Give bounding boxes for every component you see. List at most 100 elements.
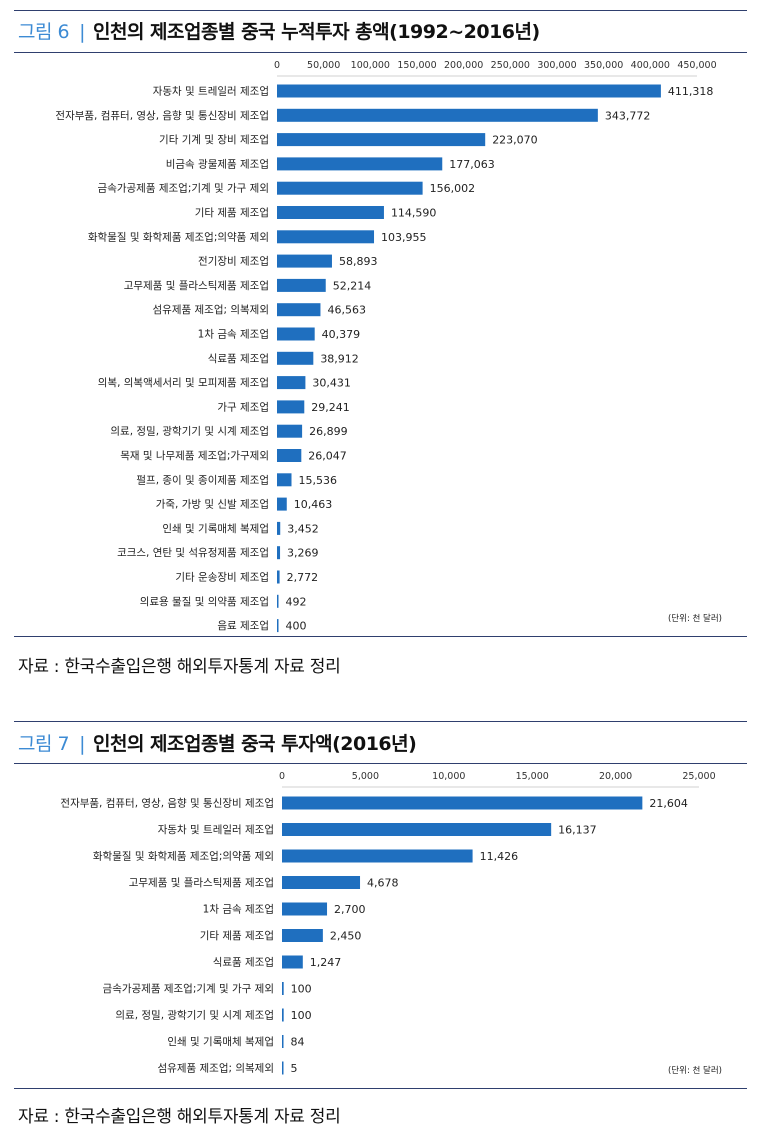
category-label: 기타 제품 제조업 bbox=[200, 929, 274, 942]
category-label: 가죽, 가방 및 신발 제조업 bbox=[156, 498, 269, 511]
value-label: 100 bbox=[291, 1009, 312, 1022]
value-label: 156,002 bbox=[430, 182, 476, 195]
bar bbox=[282, 1061, 284, 1075]
bar bbox=[277, 278, 326, 292]
bar bbox=[277, 206, 384, 219]
category-label: 의료, 정밀, 광학기기 및 시계 제조업 bbox=[110, 425, 269, 438]
category-label: 식료품 제조업 bbox=[208, 352, 269, 365]
bar bbox=[277, 521, 281, 535]
x-tick-label: 150,000 bbox=[397, 60, 436, 71]
category-label: 금속가공제품 제조업;기계 및 가구 제외 bbox=[103, 982, 274, 995]
category-label: 화학물질 및 화학제품 제조업;의약품 제외 bbox=[93, 850, 274, 863]
value-label: 3,269 bbox=[287, 547, 319, 560]
value-label: 11,426 bbox=[480, 850, 519, 863]
x-tick-label: 50,000 bbox=[307, 60, 340, 71]
x-tick-label: 15,000 bbox=[516, 771, 549, 782]
bar bbox=[277, 570, 280, 584]
bar bbox=[277, 619, 279, 633]
bar bbox=[282, 955, 303, 969]
value-label: 26,899 bbox=[309, 425, 348, 438]
category-label: 섬유제품 제조업; 의복제외 bbox=[153, 303, 269, 316]
bar bbox=[282, 796, 643, 810]
x-tick-label: 250,000 bbox=[491, 60, 530, 71]
value-label: 411,318 bbox=[668, 85, 714, 98]
bar bbox=[282, 876, 361, 889]
value-label: 400 bbox=[286, 620, 307, 633]
category-label: 전자부품, 컴퓨터, 영상, 음향 및 통신장비 제조업 bbox=[55, 109, 269, 122]
category-label: 인쇄 및 기록매체 복제업 bbox=[162, 522, 269, 535]
x-tick-label: 0 bbox=[279, 771, 285, 782]
category-label: 섬유제품 제조업; 의복제외 bbox=[158, 1062, 274, 1075]
category-label: 의복, 의복액세서리 및 모피제품 제조업 bbox=[98, 376, 269, 389]
bar bbox=[277, 497, 287, 511]
x-tick-label: 10,000 bbox=[432, 771, 465, 782]
category-label: 고무제품 및 플라스틱제품 제조업 bbox=[129, 876, 274, 889]
bar bbox=[277, 400, 305, 414]
value-label: 29,241 bbox=[311, 401, 350, 414]
bar bbox=[282, 1008, 284, 1022]
value-label: 2,450 bbox=[330, 930, 362, 943]
category-label: 기타 제품 제조업 bbox=[195, 206, 269, 219]
category-label: 가구 제조업 bbox=[217, 400, 269, 413]
category-label: 의료, 정밀, 광학기기 및 시계 제조업 bbox=[115, 1009, 274, 1022]
category-label: 자동차 및 트레일러 제조업 bbox=[153, 85, 269, 98]
category-label: 기타 운송장비 제조업 bbox=[175, 571, 269, 584]
x-tick-label: 200,000 bbox=[444, 60, 483, 71]
bar bbox=[277, 327, 315, 341]
value-label: 223,070 bbox=[492, 134, 538, 147]
category-label: 기타 기계 및 장비 제조업 bbox=[159, 133, 269, 146]
value-label: 38,912 bbox=[320, 352, 359, 365]
figure-6-source: 자료 : 한국수출입은행 해외투자통계 자료 정리 bbox=[18, 657, 341, 677]
category-label: 펄프, 종이 및 종이제품 제조업 bbox=[136, 473, 269, 486]
category-label: 금속가공제품 제조업;기계 및 가구 제외 bbox=[98, 182, 269, 195]
bar bbox=[277, 230, 375, 244]
category-label: 음료 제조업 bbox=[217, 619, 269, 632]
category-label: 인쇄 및 기록매체 복제업 bbox=[167, 1035, 274, 1048]
figure-6-bottom-rule bbox=[14, 636, 747, 637]
unit-note: (단위: 천 달러) bbox=[668, 1065, 722, 1076]
x-tick-label: 450,000 bbox=[677, 60, 716, 71]
value-label: 492 bbox=[286, 595, 307, 608]
figure-6-number: 그림 6 bbox=[18, 21, 70, 43]
figure-7-number: 그림 7 bbox=[18, 733, 70, 755]
value-label: 177,063 bbox=[449, 158, 495, 171]
figure-6-separator: | bbox=[79, 21, 85, 43]
figure-7-title-rule bbox=[14, 763, 747, 764]
figure-7-title-text: 인천의 제조업종별 중국 투자액(2016년) bbox=[93, 733, 417, 755]
figure-7-chart: 0 5,000 10,000 15,000 20,000 25,000 전자부품, 컴퓨터,… bbox=[0, 766, 761, 1086]
category-label: 코크스, 연탄 및 석유정제품 제조업 bbox=[117, 546, 269, 559]
bar bbox=[277, 108, 598, 122]
value-label: 2,772 bbox=[287, 571, 319, 584]
x-tick-label: 25,000 bbox=[682, 771, 715, 782]
value-label: 30,431 bbox=[312, 377, 351, 390]
x-tick-label: 20,000 bbox=[599, 771, 632, 782]
figure-6-title: 그림 6 | 인천의 제조업종별 중국 누적투자 총액(1992~2016년) bbox=[18, 17, 540, 44]
category-label: 비금속 광물제품 제조업 bbox=[166, 157, 269, 170]
bar bbox=[277, 303, 321, 317]
figure-7-top-rule bbox=[14, 721, 747, 722]
figure-7-separator: | bbox=[79, 733, 85, 755]
value-label: 21,604 bbox=[649, 797, 688, 810]
figure-6-chart: 0 50,000 100,000 150,000 200,000 250,000 300,0… bbox=[0, 55, 761, 639]
figure-7-bar-chart: 0 5,000 10,000 15,000 20,000 25,000 전자부품, 컴퓨터,… bbox=[60, 771, 722, 1076]
figure-6-title-rule bbox=[14, 52, 747, 53]
figure-6-bar-chart: 0 50,000 100,000 150,000 200,000 250,000 300,0… bbox=[55, 60, 722, 633]
value-label: 10,463 bbox=[294, 498, 333, 511]
x-tick-label: 400,000 bbox=[631, 60, 670, 71]
x-tick-label: 300,000 bbox=[537, 60, 576, 71]
value-label: 4,678 bbox=[367, 877, 399, 890]
bar bbox=[282, 1035, 284, 1048]
category-label: 1차 금속 제조업 bbox=[203, 903, 274, 916]
bar bbox=[277, 376, 306, 390]
category-label: 고무제품 및 플라스틱제품 제조업 bbox=[124, 279, 269, 292]
value-label: 58,893 bbox=[339, 255, 378, 268]
value-label: 100 bbox=[291, 983, 312, 996]
value-label: 5 bbox=[291, 1062, 298, 1075]
figure-7-source: 자료 : 한국수출입은행 해외투자통계 자료 정리 bbox=[18, 1107, 341, 1127]
bar bbox=[277, 449, 302, 462]
category-label: 전자부품, 컴퓨터, 영상, 음향 및 통신장비 제조업 bbox=[60, 797, 274, 810]
bar bbox=[282, 849, 473, 863]
value-label: 40,379 bbox=[322, 328, 361, 341]
x-tick-label: 350,000 bbox=[584, 60, 623, 71]
value-label: 26,047 bbox=[308, 450, 347, 463]
